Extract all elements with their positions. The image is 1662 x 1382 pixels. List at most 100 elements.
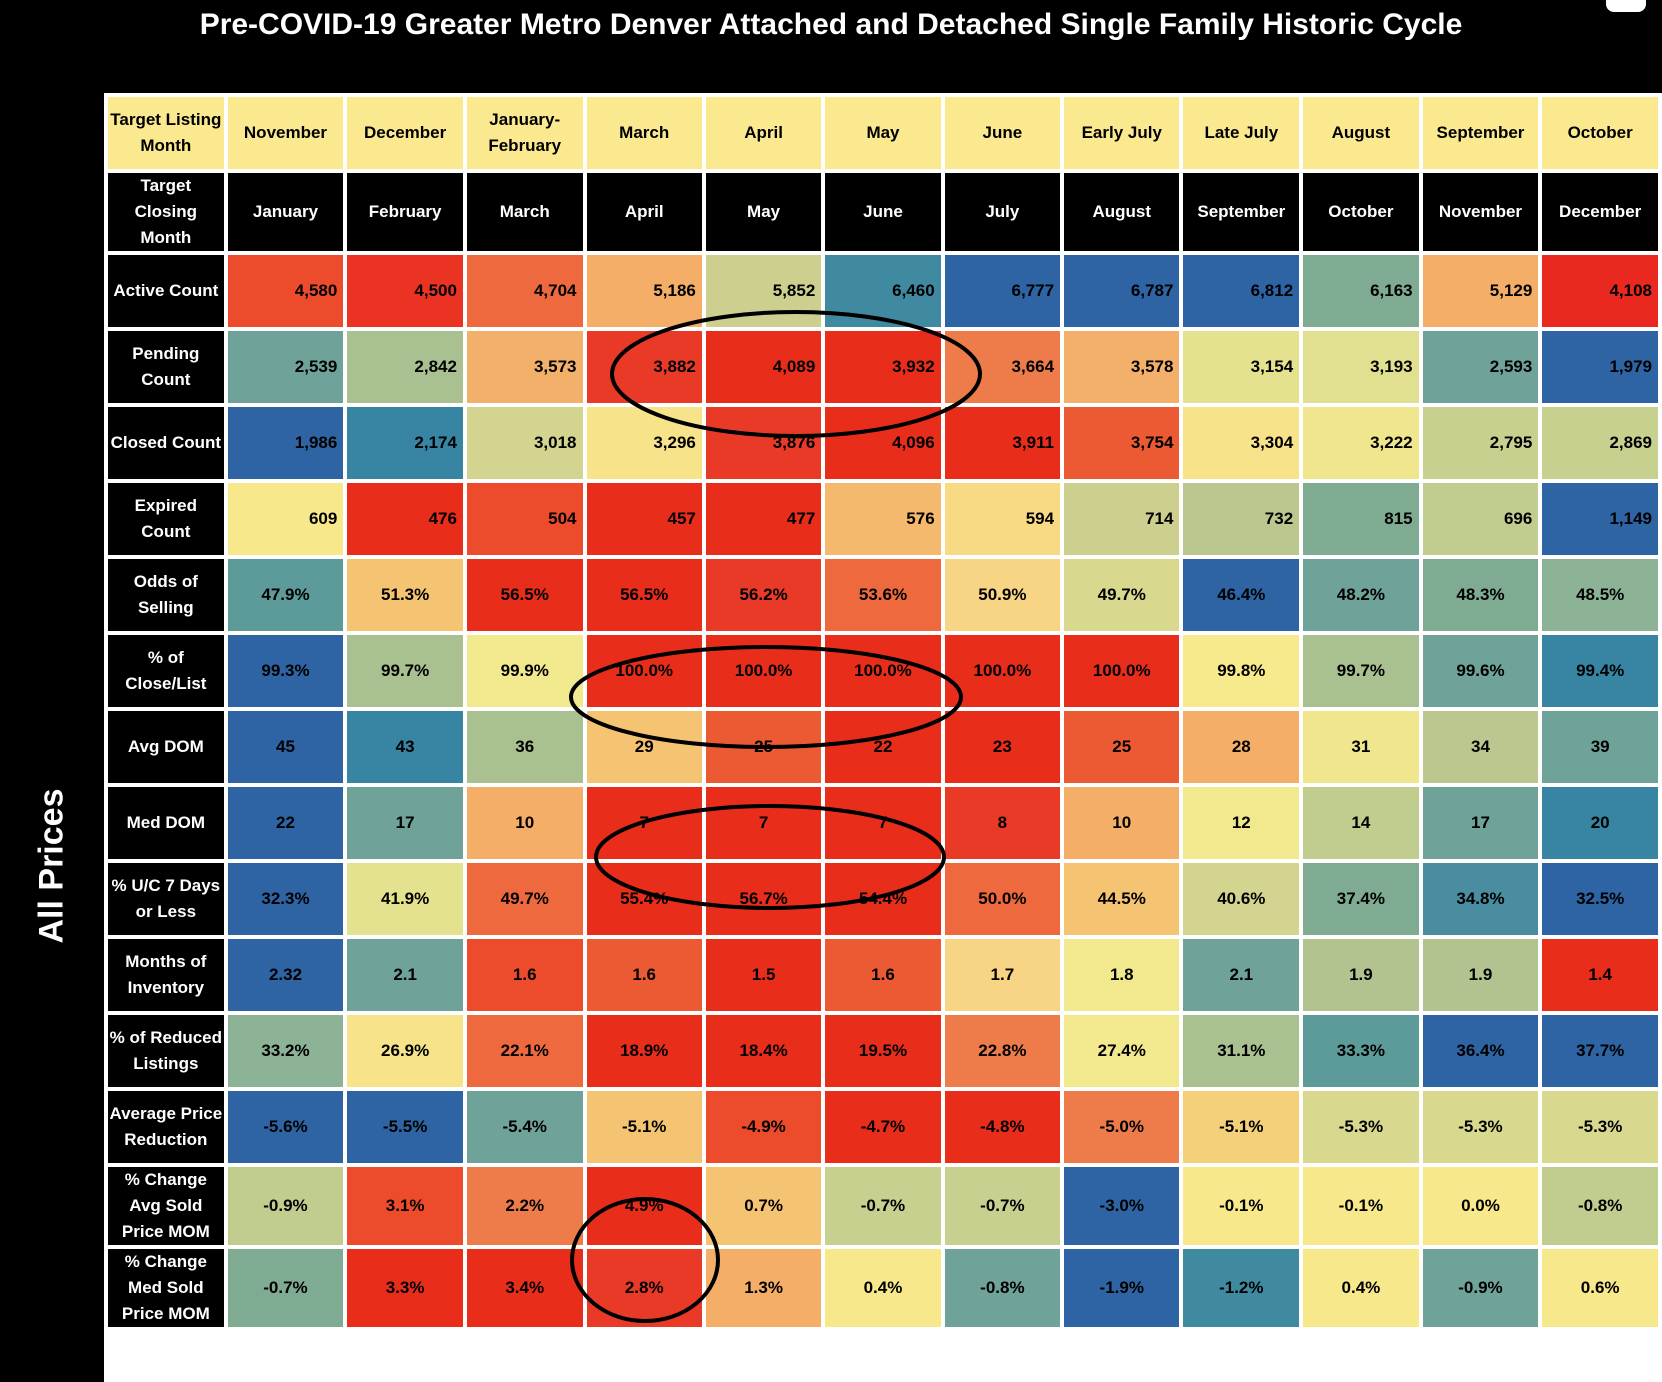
- heatmap-cell: 41.9%: [347, 863, 463, 935]
- heatmap-cell: 2,174: [347, 407, 463, 479]
- heatmap-cell: 2.32: [227, 939, 344, 1011]
- heatmap-cell: 12: [1183, 787, 1300, 859]
- heatmap-cell: 457: [586, 483, 702, 555]
- closing-month-row-cell: June: [825, 173, 941, 251]
- listing-month-row-cell: November: [227, 97, 344, 169]
- heatmap-cell: 1.9: [1422, 939, 1539, 1011]
- heatmap-cell: 18.9%: [586, 1015, 702, 1087]
- heatmap-cell: 477: [705, 483, 822, 555]
- heatmap-cell: 45: [227, 711, 344, 783]
- heatmap-cell: 2,593: [1422, 331, 1539, 403]
- heatmap-cell: 4,108: [1542, 255, 1658, 327]
- heatmap-cell: 5,186: [586, 255, 702, 327]
- heatmap-cell: 25: [705, 711, 822, 783]
- row-label: % of Close/List: [108, 635, 224, 707]
- heatmap-cell: -0.9%: [227, 1167, 344, 1245]
- heatmap-cell: 3,296: [586, 407, 702, 479]
- heatmap-cell: 1.4: [1542, 939, 1658, 1011]
- heatmap-cell: 25: [1064, 711, 1180, 783]
- heatmap-cell: 4,580: [227, 255, 344, 327]
- heatmap-cell: -5.3%: [1303, 1091, 1419, 1163]
- row-label: % U/C 7 Days or Less: [108, 863, 224, 935]
- heatmap-cell: 815: [1303, 483, 1419, 555]
- heatmap-cell: 51.3%: [347, 559, 463, 631]
- row-label: Avg DOM: [108, 711, 224, 783]
- heatmap-cell: 3,911: [944, 407, 1061, 479]
- heatmap-cell: 5,129: [1422, 255, 1539, 327]
- heatmap-cell: 99.3%: [227, 635, 344, 707]
- heatmap-cell: 22.1%: [466, 1015, 583, 1087]
- heatmap-cell: 7: [705, 787, 822, 859]
- heatmap-cell: 100.0%: [705, 635, 822, 707]
- closing-month-row-cell: December: [1542, 173, 1658, 251]
- listing-month-row-cell: April: [705, 97, 822, 169]
- closing-month-row-cell: September: [1183, 173, 1300, 251]
- heatmap-cell: 504: [466, 483, 583, 555]
- heatmap-cell: 3,578: [1064, 331, 1180, 403]
- heatmap-cell: 32.3%: [227, 863, 344, 935]
- heatmap-cell: 56.5%: [586, 559, 702, 631]
- heatmap-cell: -5.0%: [1064, 1091, 1180, 1163]
- heatmap-cell: 99.4%: [1542, 635, 1658, 707]
- heatmap-cell: 4,704: [466, 255, 583, 327]
- listing-month-row-cell: September: [1422, 97, 1539, 169]
- closing-month-row-cell: April: [586, 173, 702, 251]
- heatmap-cell: 3.1%: [347, 1167, 463, 1245]
- side-label: All Prices: [0, 93, 104, 1382]
- heatmap-cell: 99.9%: [466, 635, 583, 707]
- page-title: Pre-COVID-19 Greater Metro Denver Attach…: [199, 8, 1463, 41]
- heatmap-cell: -1.9%: [1064, 1249, 1180, 1327]
- heatmap-cell: 3,018: [466, 407, 583, 479]
- heatmap-cell: 48.5%: [1542, 559, 1658, 631]
- heatmap-cell: 2.1: [347, 939, 463, 1011]
- listing-month-row-cell: Late July: [1183, 97, 1300, 169]
- listing-month-row-cell: May: [825, 97, 941, 169]
- heatmap-cell: 36: [466, 711, 583, 783]
- heatmap-cell: -0.1%: [1303, 1167, 1419, 1245]
- heatmap-cell: 55.4%: [586, 863, 702, 935]
- heatmap-cell: 4.9%: [586, 1167, 702, 1245]
- corner-button[interactable]: [1606, 0, 1646, 12]
- heatmap-cell: 2,842: [347, 331, 463, 403]
- heatmap-cell: -0.1%: [1183, 1167, 1300, 1245]
- heatmap-cell: 1,149: [1542, 483, 1658, 555]
- heatmap-cell: -4.7%: [825, 1091, 941, 1163]
- heatmap-cell: 1,979: [1542, 331, 1658, 403]
- heatmap-cell: 609: [227, 483, 344, 555]
- heatmap-cell: 3,573: [466, 331, 583, 403]
- heatmap-cell: 37.4%: [1303, 863, 1419, 935]
- heatmap-cell: 100.0%: [586, 635, 702, 707]
- heatmap-cell: 2.1: [1183, 939, 1300, 1011]
- heatmap-row: Pending Count 2,539 2,842 3,573 3,882 4,089 3,…: [108, 331, 1658, 403]
- heatmap-row: Average Price Reduction -5.6% -5.5% -5.4% -5…: [108, 1091, 1658, 1163]
- heatmap-row: Closed Count 1,986 2,174 3,018 3,296 3,876 4,0…: [108, 407, 1658, 479]
- heatmap-cell: -0.8%: [1542, 1167, 1658, 1245]
- row-label: % Change Med Sold Price MOM: [108, 1249, 224, 1327]
- heatmap-cell: 6,812: [1183, 255, 1300, 327]
- heatmap-row: % Change Med Sold Price MOM -0.7% 3.3% 3.4%…: [108, 1249, 1658, 1327]
- heatmap-cell: -5.6%: [227, 1091, 344, 1163]
- heatmap-cell: 576: [825, 483, 941, 555]
- heatmap-cell: -3.0%: [1064, 1167, 1180, 1245]
- heatmap-cell: 22: [825, 711, 941, 783]
- heatmap-cell: 34: [1422, 711, 1539, 783]
- listing-month-row: Target Listing Month November December Janu…: [108, 97, 1658, 169]
- heatmap-cell: 17: [1422, 787, 1539, 859]
- heatmap-cell: 36.4%: [1422, 1015, 1539, 1087]
- heatmap-cell: 49.7%: [1064, 559, 1180, 631]
- heatmap-cell: 99.7%: [1303, 635, 1419, 707]
- row-label: % Change Avg Sold Price MOM: [108, 1167, 224, 1245]
- heatmap-cell: -0.7%: [227, 1249, 344, 1327]
- heatmap-cell: 2,869: [1542, 407, 1658, 479]
- heatmap-cell: -5.3%: [1542, 1091, 1658, 1163]
- listing-month-row-cell: Early July: [1064, 97, 1180, 169]
- heatmap-cell: 28: [1183, 711, 1300, 783]
- heatmap-cell: 476: [347, 483, 463, 555]
- closing-month-row-cell: August: [1064, 173, 1180, 251]
- row-label: Average Price Reduction: [108, 1091, 224, 1163]
- heatmap-cell: 49.7%: [466, 863, 583, 935]
- heatmap-cell: -0.8%: [944, 1249, 1061, 1327]
- heatmap-cell: 34.8%: [1422, 863, 1539, 935]
- heatmap-cell: 3,754: [1064, 407, 1180, 479]
- heatmap-cell: 7: [586, 787, 702, 859]
